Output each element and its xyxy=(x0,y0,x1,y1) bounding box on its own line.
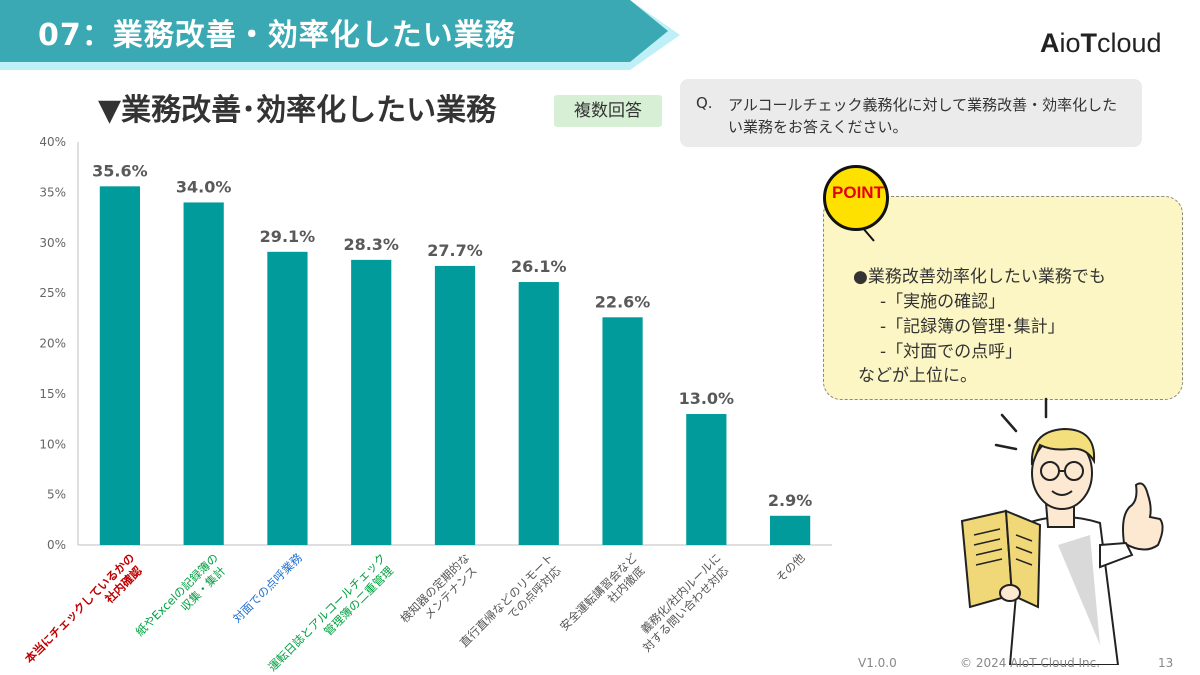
point-callout-box xyxy=(823,196,1183,400)
y-tick-label: 10% xyxy=(39,437,66,451)
data-label: 13.0% xyxy=(679,389,735,408)
point-badge-circle xyxy=(823,165,889,231)
category-label: 安全運転講習会など社内徹底 xyxy=(557,550,651,644)
category-label: 紙やExcelの記録簿の収集・集計 xyxy=(133,551,232,650)
version-label: V1.0.0 xyxy=(858,656,897,670)
question-box xyxy=(680,79,1142,147)
aiot-cloud-logo: AioTcloud xyxy=(1040,28,1162,58)
y-tick-label: 30% xyxy=(39,236,66,250)
emphasis-mark xyxy=(994,443,1018,451)
category-label: 本当にチェックしているかの社内確認 xyxy=(22,551,148,675)
category-label: 対面での点呼業務 xyxy=(230,550,305,625)
bar xyxy=(267,251,308,545)
data-label: 2.9% xyxy=(768,491,812,510)
bar xyxy=(686,414,727,545)
y-tick-label: 35% xyxy=(39,185,66,199)
data-label: 35.6% xyxy=(92,161,148,180)
copyright-label: © 2024 AIoT Cloud Inc. xyxy=(960,656,1101,670)
y-tick-label: 25% xyxy=(39,286,66,300)
point-badge-label: POINT xyxy=(832,183,884,202)
y-tick-label: 0% xyxy=(47,538,66,552)
data-label: 27.7% xyxy=(427,241,483,260)
data-label: 26.1% xyxy=(511,257,567,276)
question-text: アルコールチェック義務化に対して業務改善・効率化したい業務をお答えください。 xyxy=(728,96,1118,136)
bar xyxy=(518,282,559,545)
page-number: 13 xyxy=(1158,656,1174,670)
data-label: 28.3% xyxy=(343,235,399,254)
bar xyxy=(602,317,643,545)
category-label: 義務化/社内ルールに対する問い合わせ対応 xyxy=(630,551,734,655)
y-tick-label: 5% xyxy=(47,488,66,502)
bar xyxy=(99,186,140,545)
bar xyxy=(351,259,392,545)
point-line-5: などが上位に。 xyxy=(858,366,977,386)
header-banner xyxy=(0,0,668,62)
bar xyxy=(770,515,811,545)
y-tick-label: 20% xyxy=(39,337,66,351)
chart-subtitle: ▼業務改善･効率化したい業務 xyxy=(98,93,497,128)
y-tick-label: 40% xyxy=(39,135,66,149)
bar xyxy=(183,202,224,545)
data-label: 29.1% xyxy=(260,227,316,246)
data-label: 34.0% xyxy=(176,177,232,196)
emphasis-mark xyxy=(1000,413,1018,433)
data-label: 22.6% xyxy=(595,292,651,311)
category-label: その他 xyxy=(773,550,808,585)
point-line-4: -「対面での点呼」 xyxy=(880,342,1023,362)
point-line-1: ●業務改善効率化したい業務でも xyxy=(853,267,1106,287)
bar xyxy=(434,265,476,545)
y-tick-label: 15% xyxy=(39,387,66,401)
question-label: Q. xyxy=(696,94,713,112)
point-line-2: -「実施の確認」 xyxy=(880,292,1006,312)
page-title: 07：業務改善・効率化したい業務 xyxy=(38,18,516,53)
bar-chart: 0% 5% 10% 15% 20% 25% 30% 35% 40% 35.6% 本当にチェックしてい… xyxy=(22,135,832,675)
person-reading-illustration xyxy=(960,397,1164,665)
point-line-3: -「記録簿の管理･集計」 xyxy=(880,317,1065,337)
category-label: 検知器の定期的なメンテナンス xyxy=(397,551,482,636)
multiple-answer-badge: 複数回答 xyxy=(554,95,662,127)
